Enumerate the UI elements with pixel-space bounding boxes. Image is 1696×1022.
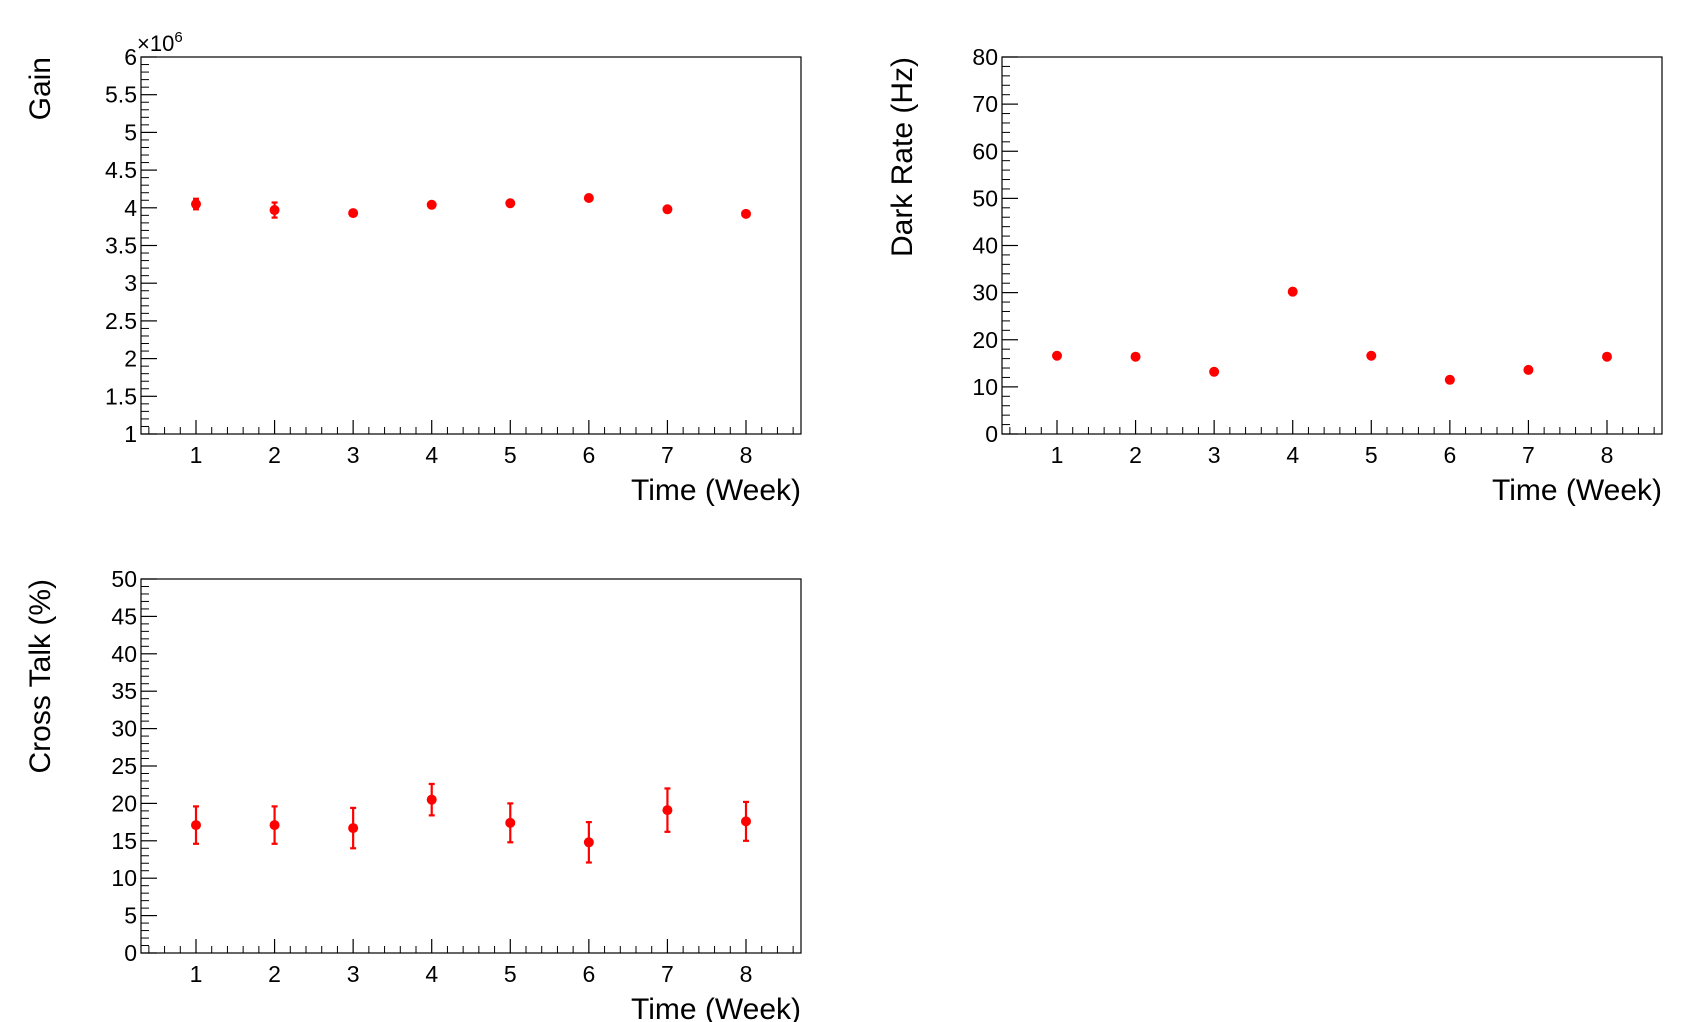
cross-talk-y-tick-label: 5 <box>124 903 137 929</box>
gain-y-tick-label: 3.5 <box>105 233 137 259</box>
cross-talk-x-tick-label: 1 <box>190 961 203 987</box>
gain-y-tick-label: 5 <box>124 119 137 145</box>
cross-talk-plot-frame <box>140 578 802 954</box>
cross-talk-y-tick-label: 25 <box>111 753 137 779</box>
dark-rate-data-point <box>1523 364 1534 375</box>
gain-y-tick-label: 4.5 <box>105 157 137 183</box>
dark-rate-y-tick-label: 80 <box>972 44 998 70</box>
gain-data-point <box>662 204 673 215</box>
cross-talk-y-tick-label: 15 <box>111 828 137 854</box>
dark-rate-x-tick-label: 4 <box>1286 442 1299 468</box>
dark-rate-data-point <box>1444 374 1455 385</box>
cross-talk-y-tick-label: 45 <box>111 603 137 629</box>
dark-rate-data-point <box>1130 351 1141 362</box>
cross-talk-data-point <box>741 816 751 827</box>
dark-rate-x-tick-label: 7 <box>1522 442 1535 468</box>
cross-talk-y-tick-label: 35 <box>111 678 137 704</box>
gain-x-axis-title: Time (Week) <box>631 474 801 507</box>
cross-talk-y-tick-label: 30 <box>111 716 137 742</box>
cross-talk-y-tick-label: 20 <box>111 790 137 816</box>
dark-rate-y-tick-label: 70 <box>972 91 998 117</box>
cross-talk-y-tick-label: 40 <box>111 641 137 667</box>
dark-rate-y-tick-label: 40 <box>972 233 998 259</box>
gain-y-tick-label: 1 <box>124 421 137 447</box>
dark-rate-y-tick-label: 60 <box>972 138 998 164</box>
dark-rate-x-tick-label: 3 <box>1208 442 1221 468</box>
gain-y-tick-label: 5.5 <box>105 82 137 108</box>
dark-rate-x-tick-label: 5 <box>1365 442 1378 468</box>
gain-y-tick-label: 2 <box>124 346 137 372</box>
dark-rate-y-tick-label: 10 <box>972 374 998 400</box>
gain-y-exponent-label: ×106 <box>137 29 183 56</box>
gain-data-point <box>269 205 280 216</box>
dark-rate-y-tick-label: 50 <box>972 185 998 211</box>
gain-data-point <box>191 199 201 210</box>
cross-talk-x-tick-label: 7 <box>661 961 674 987</box>
dark-rate-data-point <box>1366 350 1377 361</box>
dark-rate-x-tick-label: 6 <box>1443 442 1456 468</box>
dark-rate-y-tick-label: 30 <box>972 280 998 306</box>
cross-talk-x-tick-label: 8 <box>740 961 753 987</box>
dark-rate-y-tick-label: 20 <box>972 327 998 353</box>
dark-rate-x-axis-title: Time (Week) <box>1492 474 1662 507</box>
cross-talk-y-tick-label: 50 <box>111 566 137 592</box>
gain-plot-frame <box>140 56 802 435</box>
cross-talk-x-tick-label: 6 <box>582 961 595 987</box>
gain-y-exponent-power: 6 <box>174 29 182 46</box>
dark-rate-data-point <box>1602 351 1612 362</box>
cross-talk-x-tick-label: 4 <box>425 961 438 987</box>
gain-x-tick-label: 1 <box>190 442 203 468</box>
cross-talk-data-point <box>583 837 594 848</box>
gain-x-tick-label: 2 <box>268 442 281 468</box>
cross-talk-x-tick-label: 5 <box>504 961 517 987</box>
cross-talk-y-tick-label: 0 <box>124 940 137 966</box>
gain-x-tick-label: 4 <box>425 442 438 468</box>
dark-rate-y-axis-title: Dark Rate (Hz) <box>886 57 919 257</box>
dark-rate-y-tick-label: 0 <box>985 421 998 447</box>
cross-talk-data-point <box>191 820 201 831</box>
gain-data-point <box>583 192 594 203</box>
gain-x-tick-label: 6 <box>582 442 595 468</box>
gain-y-axis-title: Gain <box>24 57 57 120</box>
cross-talk-data-point <box>426 794 437 805</box>
cross-talk-data-point <box>662 805 673 816</box>
dark-rate-plot-frame <box>1001 56 1663 435</box>
cross-talk-data-point <box>505 817 516 828</box>
cross-talk-data-point <box>348 823 359 834</box>
dark-rate-x-tick-label: 2 <box>1129 442 1142 468</box>
gain-y-tick-label: 2.5 <box>105 308 137 334</box>
cross-talk-x-tick-label: 3 <box>347 961 360 987</box>
dark-rate-x-tick-label: 8 <box>1601 442 1614 468</box>
cross-talk-y-axis-title: Cross Talk (%) <box>24 579 57 773</box>
dark-rate-data-point <box>1209 366 1220 377</box>
gain-y-tick-label: 4 <box>124 195 137 221</box>
gain-data-point <box>505 198 516 209</box>
gain-x-tick-label: 8 <box>740 442 753 468</box>
dark-rate-data-point <box>1287 286 1298 297</box>
gain-x-tick-label: 3 <box>347 442 360 468</box>
gain-data-point <box>426 199 437 210</box>
gain-x-tick-label: 7 <box>661 442 674 468</box>
gain-y-tick-label: 1.5 <box>105 383 137 409</box>
cross-talk-y-tick-label: 10 <box>111 865 137 891</box>
dark-rate-data-point <box>1052 350 1062 361</box>
cross-talk-x-axis-title: Time (Week) <box>631 993 801 1022</box>
dark-rate-x-tick-label: 1 <box>1051 442 1064 468</box>
gain-data-point <box>741 208 751 219</box>
gain-x-tick-label: 5 <box>504 442 517 468</box>
gain-y-tick-label: 3 <box>124 270 137 296</box>
gain-data-point <box>348 208 359 219</box>
cross-talk-x-tick-label: 2 <box>268 961 281 987</box>
gain-y-tick-label: 6 <box>124 44 137 70</box>
cross-talk-data-point <box>269 820 280 831</box>
